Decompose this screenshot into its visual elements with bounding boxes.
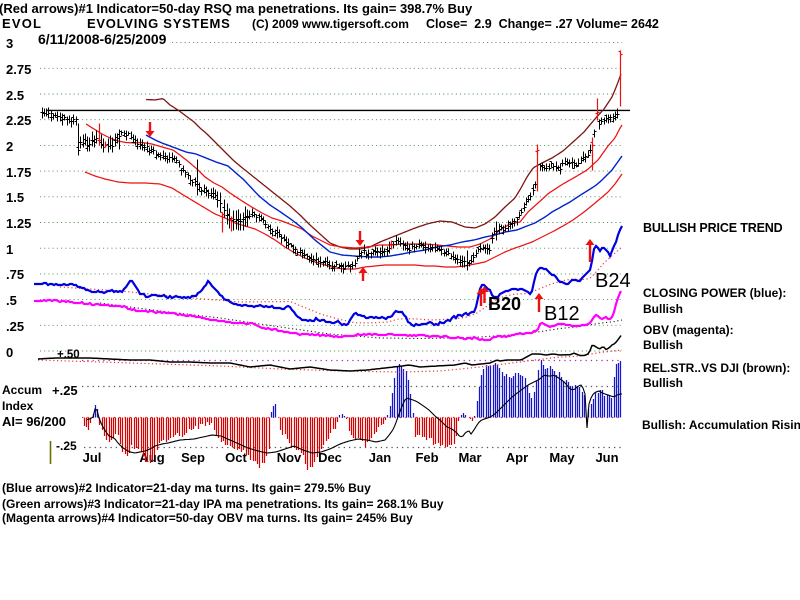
svg-text:Jun: Jun: [595, 450, 618, 465]
svg-text:Mar: Mar: [458, 450, 481, 465]
svg-text:May: May: [549, 450, 575, 465]
svg-text:Jan: Jan: [369, 450, 391, 465]
svg-text:Apr: Apr: [506, 450, 528, 465]
svg-text:Jul: Jul: [83, 450, 102, 465]
svg-text:Dec: Dec: [318, 450, 342, 465]
svg-text:Nov: Nov: [277, 450, 302, 465]
svg-text:Oct: Oct: [225, 450, 247, 465]
svg-text:Sep: Sep: [181, 450, 205, 465]
svg-text:Feb: Feb: [415, 450, 438, 465]
